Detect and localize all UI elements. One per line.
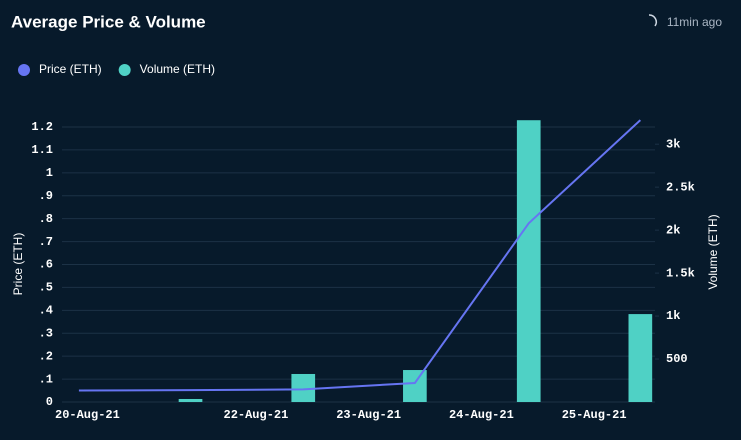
x-tick-label: 23-Aug-21 [336,408,401,422]
legend-label: Price (ETH) [39,62,102,76]
legend-label: Volume (ETH) [140,62,215,76]
updated-time: 11min ago [667,15,722,29]
y-tick-label: 0 [46,395,53,409]
x-tick-label: 25-Aug-21 [562,408,627,422]
x-tick-label: 22-Aug-21 [224,408,289,422]
volume-bar [628,314,653,402]
legend-marker [118,64,131,76]
x-tick-label: 24-Aug-21 [449,408,514,422]
y-tick-label: 1.2 [31,120,53,134]
y-tick-label: 1.1 [31,143,53,157]
y2-tick-label: 500 [666,352,688,366]
x-tick-label: 20-Aug-21 [55,408,120,422]
y2-tick-label: 2.5k [666,180,695,194]
y-tick-label: .8 [39,212,53,226]
legend-marker [18,64,30,76]
y-tick-label: .9 [39,189,53,203]
volume-bar [291,373,316,402]
y-axis-title: Price (ETH) [11,233,25,296]
y-tick-label: .5 [39,281,53,295]
volume-bar [403,370,427,402]
spinner-icon [648,14,657,27]
chart-title: Average Price & Volume [11,12,206,31]
volume-bar [178,398,203,402]
y2-axis-title: Volume (ETH) [706,214,720,289]
y-tick-label: .6 [39,258,53,272]
price-line [78,119,642,392]
legend: Price (ETH) Volume (ETH) [18,62,215,76]
y2-tick-label: 2k [666,223,680,237]
y2-tick-label: 1k [666,309,680,323]
volume-bar [516,120,541,402]
y2-tick-label: 3k [666,137,680,151]
y-tick-label: 1 [46,166,53,180]
y-tick-label: .7 [39,235,53,249]
y-tick-label: .1 [39,372,53,386]
y-tick-label: .4 [39,304,53,318]
y-tick-label: .2 [39,349,53,363]
y2-tick-label: 1.5k [666,266,695,280]
y-tick-label: .3 [39,326,53,340]
